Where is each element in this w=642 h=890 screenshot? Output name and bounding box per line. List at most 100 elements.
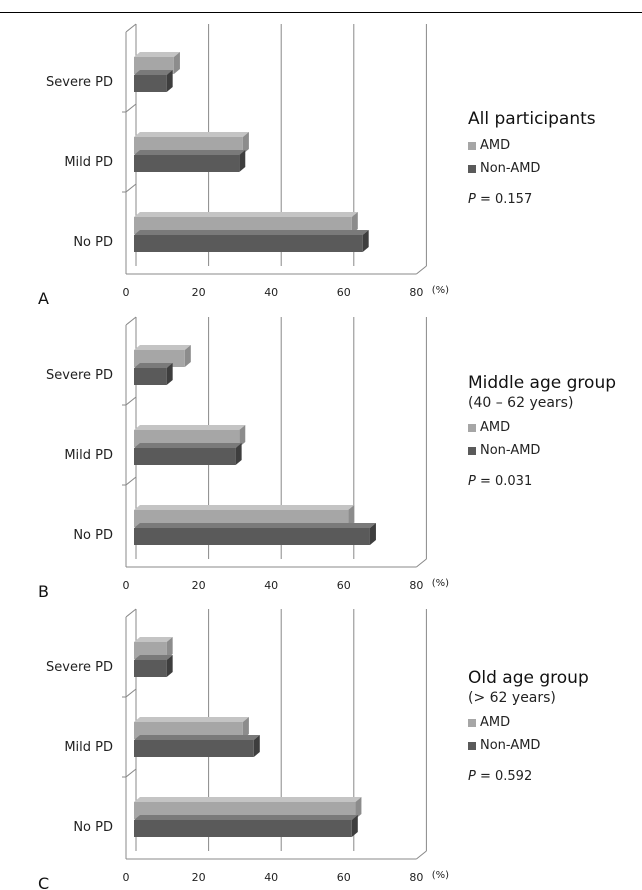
bar-non-amd [134, 528, 370, 545]
x-tick-label: 60 [337, 871, 351, 884]
bar-amd-top [134, 505, 355, 510]
bar-non-amd [134, 740, 254, 757]
bar-amd [134, 510, 349, 527]
chart-c: 0 20 40 60 80 (%) C Severe PD Mild PD No PD [38, 608, 449, 890]
bar-amd-side [351, 212, 358, 234]
bar-non-amd-top [134, 363, 173, 368]
x-tick-label: 0 [123, 286, 130, 299]
amd-swatch [468, 141, 476, 150]
bar-non-amd-side [235, 443, 242, 465]
bar-non-amd-top [134, 150, 246, 155]
bar-amd-side [242, 132, 249, 154]
bar-non-amd-top [134, 230, 369, 235]
category-label: Mild PD [64, 155, 113, 170]
legend-label-amd: AMD [480, 715, 511, 730]
legend-item-amd: AMD [468, 138, 596, 153]
p-value: P = 0.157 [468, 192, 596, 207]
bar-non-amd-side [166, 363, 173, 385]
x-tick-label: 0 [123, 871, 130, 884]
p-symbol: P [468, 769, 476, 784]
legend-label-non-amd: Non-AMD [480, 738, 541, 753]
separator-line [125, 396, 137, 406]
category-label: Mild PD [64, 448, 113, 463]
legend-label-amd: AMD [480, 138, 511, 153]
bar-non-amd-top [134, 523, 376, 528]
bar-non-amd [134, 660, 167, 677]
bar-non-amd [134, 155, 240, 172]
separator-line [125, 476, 137, 486]
x-tick-label: 80 [409, 871, 423, 884]
x-tick-label: 20 [192, 871, 206, 884]
separator-line [125, 103, 137, 113]
bar-non-amd-top [134, 70, 173, 75]
legend-subtitle: (40 – 62 years) [468, 395, 574, 411]
x-tick-label: 40 [264, 286, 278, 299]
legend-title: Old age group [468, 668, 589, 688]
bar-amd [134, 350, 185, 367]
bar-non-amd-top [134, 815, 358, 820]
bar-non-amd [134, 448, 236, 465]
bar-amd-top [134, 345, 191, 350]
bar-amd-side [348, 505, 355, 527]
x-unit-label: (%) [432, 870, 449, 881]
legend-item-non-amd: Non-AMD [468, 443, 616, 458]
bar-amd [134, 57, 174, 74]
x-unit-label: (%) [432, 578, 449, 589]
bar-amd-side [242, 717, 249, 739]
legend-title: All participants [468, 109, 596, 129]
panel-a: 0 20 40 60 80 (%) A Severe PD Mild PD No PD All p… [0, 12, 642, 308]
bar-non-amd-side [351, 815, 358, 837]
bar-non-amd-side [166, 655, 173, 677]
non-amd-swatch [468, 446, 476, 455]
legend-title: Middle age group [468, 373, 617, 393]
bar-non-amd [134, 820, 352, 837]
x-tick-label: 60 [337, 286, 351, 299]
bar-non-amd-side [239, 150, 246, 172]
axis-edge [125, 608, 137, 618]
bar-non-amd [134, 235, 363, 252]
p-symbol: P [468, 192, 476, 207]
bar-non-amd-side [369, 523, 376, 545]
category-label: No PD [73, 820, 113, 835]
bar-non-amd-side [166, 70, 173, 92]
p-value-text: = 0.031 [475, 474, 533, 489]
bar-amd-top [134, 52, 180, 57]
p-value: P = 0.592 [468, 769, 589, 784]
legend-item-amd: AMD [468, 715, 589, 730]
amd-swatch [468, 423, 476, 432]
non-amd-swatch [468, 741, 476, 750]
bar-amd [134, 802, 356, 819]
chart-a: 0 20 40 60 80 (%) A Severe PD Mild PD No PD [38, 23, 449, 308]
amd-swatch [468, 718, 476, 727]
category-label: Severe PD [46, 368, 113, 383]
x-tick-label: 20 [192, 286, 206, 299]
bar-non-amd-side [362, 230, 369, 252]
category-label: Severe PD [46, 75, 113, 90]
axis-edge [125, 23, 137, 33]
legend-label-non-amd: Non-AMD [480, 161, 541, 176]
category-label: No PD [73, 235, 113, 250]
category-label: Mild PD [64, 740, 113, 755]
legend-item-non-amd: Non-AMD [468, 738, 589, 753]
axis-edge [125, 316, 137, 326]
legend-c: Old age group (> 62 years) AMD Non-AMD P… [468, 668, 589, 784]
bar-amd [134, 137, 243, 154]
separator-line [125, 768, 137, 778]
separator-line [125, 688, 137, 698]
top-rule [0, 12, 642, 13]
bar-amd [134, 642, 167, 659]
bar-amd-top [134, 717, 249, 722]
bar-non-amd [134, 368, 167, 385]
x-tick-label: 80 [409, 286, 423, 299]
p-value: P = 0.031 [468, 474, 616, 489]
bar-amd-top [134, 425, 246, 430]
legend-item-amd: AMD [468, 420, 616, 435]
bar-non-amd-top [134, 735, 260, 740]
x-tick-label: 40 [264, 579, 278, 592]
p-symbol: P [468, 474, 476, 489]
axis-edge [416, 558, 427, 568]
legend-label-amd: AMD [480, 420, 511, 435]
legend-a: All participants AMD Non-AMD P = 0.157 [468, 109, 596, 207]
bar-amd-top [134, 132, 249, 137]
bar-amd-top [134, 797, 362, 802]
